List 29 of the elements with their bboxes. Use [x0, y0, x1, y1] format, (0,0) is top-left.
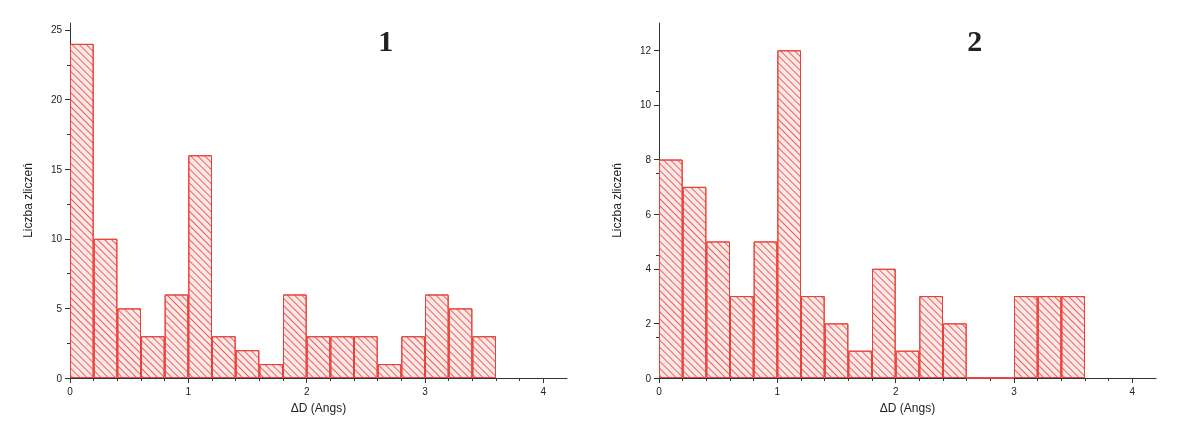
- x-tick-label: 4: [540, 385, 547, 397]
- y-axis-title: Liczba zliczeń: [21, 163, 35, 238]
- x-tick-label: 3: [1011, 385, 1018, 397]
- x-tick-label: 2: [892, 385, 899, 397]
- x-tick-label: 3: [422, 385, 429, 397]
- y-tick-label: 0: [56, 372, 63, 384]
- x-axis-title: ΔD (Angs): [290, 401, 347, 415]
- y-tick-label: 15: [50, 163, 63, 175]
- y-tick-label: 4: [645, 263, 652, 275]
- y-tick-label: 2: [645, 317, 652, 329]
- x-tick-label: 0: [67, 385, 74, 397]
- x-axis-title: ΔD (Angs): [879, 401, 936, 415]
- y-tick-label: 10: [50, 233, 63, 245]
- y-tick-label: 0: [645, 372, 652, 384]
- x-tick-label: 1: [185, 385, 192, 397]
- y-tick-label: 12: [639, 44, 652, 56]
- y-tick-label: 25: [50, 24, 63, 36]
- y-tick-label: 10: [639, 99, 652, 111]
- y-tick-label: 6: [645, 208, 652, 220]
- chart-title: 1: [378, 23, 394, 57]
- y-tick-label: 20: [50, 94, 63, 106]
- chart-title: 2: [967, 23, 983, 57]
- x-tick-label: 4: [1129, 385, 1136, 397]
- x-tick-label: 2: [303, 385, 310, 397]
- x-tick-label: 1: [774, 385, 781, 397]
- x-tick-label: 0: [656, 385, 663, 397]
- y-axis-title: Liczba zliczeń: [610, 163, 624, 238]
- y-tick-label: 8: [645, 154, 652, 166]
- y-tick-label: 5: [56, 302, 63, 314]
